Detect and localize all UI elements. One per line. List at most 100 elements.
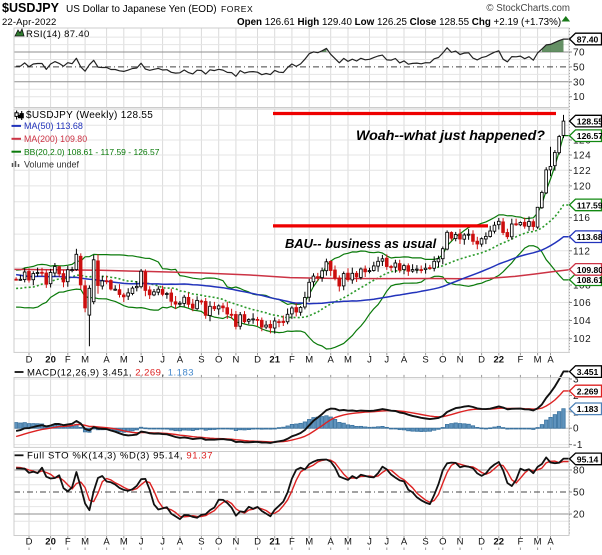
svg-text:116: 116 — [573, 213, 590, 224]
svg-text:S: S — [198, 355, 204, 366]
svg-text:21: 21 — [269, 537, 280, 548]
svg-text:1.183: 1.183 — [577, 404, 599, 414]
svg-text:F: F — [517, 537, 523, 548]
svg-text:50: 50 — [573, 62, 585, 73]
svg-text:J: J — [367, 355, 372, 366]
svg-text:M: M — [120, 537, 128, 548]
svg-text:D: D — [26, 537, 33, 548]
svg-text:BAU-- business as usual: BAU-- business as usual — [285, 236, 437, 251]
svg-text:109.80: 109.80 — [577, 265, 602, 275]
svg-text:RSI(14) 87.40: RSI(14) 87.40 — [26, 29, 90, 40]
svg-text:128.55: 128.55 — [577, 117, 602, 127]
svg-text:87.40: 87.40 — [577, 34, 599, 44]
svg-text:J: J — [384, 355, 389, 366]
svg-text:117.59: 117.59 — [577, 200, 602, 210]
svg-text:$USDJPY: $USDJPY — [2, 1, 60, 15]
svg-text:-1: -1 — [573, 440, 583, 451]
svg-text:A: A — [177, 537, 184, 548]
svg-text:O: O — [215, 355, 222, 366]
svg-text:50: 50 — [573, 488, 585, 499]
svg-text:22: 22 — [494, 355, 505, 366]
svg-text:3: 3 — [573, 375, 579, 386]
svg-text:124: 124 — [573, 151, 591, 162]
svg-text:M: M — [534, 355, 542, 366]
svg-text:J: J — [139, 355, 144, 366]
svg-text:M: M — [120, 355, 128, 366]
svg-text:MA(50) 113.68: MA(50) 113.68 — [24, 121, 83, 131]
svg-text:FOREX: FOREX — [221, 4, 253, 14]
svg-text:70: 70 — [573, 48, 585, 59]
svg-text:30: 30 — [573, 77, 585, 88]
svg-text:J: J — [160, 355, 165, 366]
svg-text:M: M — [81, 355, 89, 366]
svg-text:80: 80 — [573, 466, 585, 477]
svg-text:A: A — [328, 537, 335, 548]
svg-text:M: M — [344, 355, 352, 366]
svg-text:O: O — [439, 537, 446, 548]
svg-text:M: M — [305, 537, 313, 548]
svg-text:10: 10 — [573, 92, 585, 103]
svg-text:A: A — [103, 355, 110, 366]
svg-text:113.68: 113.68 — [577, 232, 602, 242]
svg-text:F: F — [517, 355, 523, 366]
svg-text:M: M — [305, 355, 313, 366]
svg-text:108.61: 108.61 — [577, 275, 602, 285]
svg-text:MA(200) 109.80: MA(200) 109.80 — [24, 134, 87, 144]
svg-text:122: 122 — [573, 166, 591, 177]
svg-text:Volume undef: Volume undef — [24, 160, 80, 170]
svg-text:120: 120 — [573, 181, 591, 192]
svg-text:22-Apr-2022: 22-Apr-2022 — [2, 17, 56, 28]
svg-text:95.14: 95.14 — [577, 454, 599, 464]
svg-text:D: D — [26, 355, 33, 366]
svg-text:D: D — [254, 355, 261, 366]
svg-text:N: N — [232, 537, 239, 548]
svg-text:3.451: 3.451 — [577, 367, 599, 377]
svg-text:21: 21 — [269, 355, 280, 366]
svg-text:126.57: 126.57 — [577, 131, 602, 141]
svg-text:2.269: 2.269 — [577, 386, 599, 396]
svg-text:BB(20,2.0) 108.61 - 117.59 - 1: BB(20,2.0) 108.61 - 117.59 - 126.57 — [24, 147, 160, 157]
svg-text:$USDJPY (Weekly) 128.55: $USDJPY (Weekly) 128.55 — [26, 110, 153, 121]
svg-text:N: N — [457, 355, 464, 366]
svg-text:US Dollar to Japanese Yen (EOD: US Dollar to Japanese Yen (EOD) — [66, 4, 217, 15]
svg-text:A: A — [177, 355, 184, 366]
svg-text:MACD(12,26,9) 3.451, 2.269, 1.: MACD(12,26,9) 3.451, 2.269, 1.183 — [27, 367, 194, 378]
svg-text:A: A — [328, 355, 335, 366]
svg-text:J: J — [139, 537, 144, 548]
svg-text:N: N — [232, 355, 239, 366]
svg-text:J: J — [384, 537, 389, 548]
svg-text:N: N — [457, 537, 464, 548]
svg-text:S: S — [198, 537, 204, 548]
svg-text:O: O — [215, 537, 222, 548]
svg-text:D: D — [478, 355, 485, 366]
svg-text:S: S — [422, 537, 428, 548]
svg-text:D: D — [254, 537, 261, 548]
svg-text:Open 126.61 High 129.40 Low 12: Open 126.61 High 129.40 Low 126.25 Close… — [237, 17, 561, 28]
svg-text:O: O — [439, 355, 446, 366]
svg-text:22: 22 — [494, 537, 505, 548]
svg-text:20: 20 — [45, 537, 56, 548]
svg-text:M: M — [81, 537, 89, 548]
svg-text:A: A — [547, 537, 554, 548]
svg-text:A: A — [401, 537, 408, 548]
svg-text:M: M — [534, 537, 542, 548]
svg-text:J: J — [367, 537, 372, 548]
svg-text:20: 20 — [45, 355, 56, 366]
svg-text:F: F — [65, 355, 71, 366]
svg-text:© StockCharts.com: © StockCharts.com — [486, 3, 570, 14]
svg-text:D: D — [478, 537, 485, 548]
svg-text:112: 112 — [573, 246, 590, 257]
svg-text:A: A — [547, 355, 554, 366]
svg-text:Full STO %K(14,3) %D(3) 95.14,: Full STO %K(14,3) %D(3) 95.14, 91.37 — [27, 451, 213, 462]
svg-text:Woah--what just happened?: Woah--what just happened? — [356, 128, 545, 144]
svg-text:0: 0 — [573, 424, 579, 435]
svg-text:F: F — [289, 355, 295, 366]
svg-text:104: 104 — [573, 316, 591, 327]
svg-text:S: S — [422, 355, 428, 366]
svg-text:A: A — [401, 355, 408, 366]
svg-text:J: J — [160, 537, 165, 548]
svg-text:A: A — [103, 537, 110, 548]
svg-text:F: F — [65, 537, 71, 548]
svg-text:M: M — [344, 537, 352, 548]
svg-text:106: 106 — [573, 298, 591, 309]
